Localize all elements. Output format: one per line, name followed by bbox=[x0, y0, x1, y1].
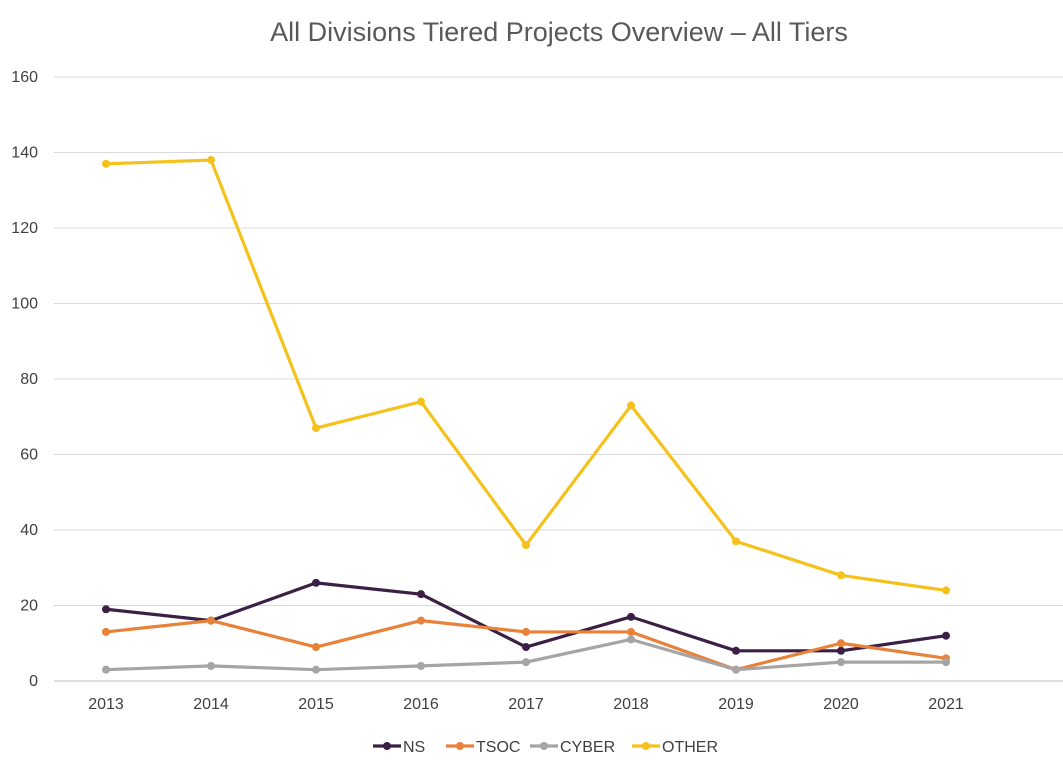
legend-label: OTHER bbox=[662, 739, 718, 756]
x-tick-label: 2015 bbox=[298, 696, 334, 713]
data-point-tsoc bbox=[522, 627, 530, 636]
data-point-tsoc bbox=[837, 639, 845, 648]
y-tick-label: 120 bbox=[11, 220, 38, 237]
series-cyber bbox=[102, 635, 950, 674]
y-tick-label: 0 bbox=[29, 673, 38, 690]
data-point-cyber bbox=[837, 658, 845, 667]
x-tick-label: 2016 bbox=[403, 696, 439, 713]
y-tick-label: 140 bbox=[11, 145, 38, 162]
legend-swatch-marker bbox=[383, 742, 391, 750]
data-point-cyber bbox=[312, 665, 320, 674]
series-line-ns bbox=[104, 581, 948, 653]
data-point-ns bbox=[312, 578, 320, 587]
y-tick-label: 40 bbox=[20, 522, 38, 539]
legend-label: TSOC bbox=[476, 739, 520, 756]
legend-item-other: OTHER bbox=[632, 739, 718, 756]
data-point-cyber bbox=[417, 661, 425, 670]
x-tick-label: 2019 bbox=[718, 696, 754, 713]
data-point-ns bbox=[627, 612, 635, 621]
data-point-other bbox=[837, 571, 845, 580]
legend-label: CYBER bbox=[560, 739, 615, 756]
data-point-tsoc bbox=[627, 627, 635, 636]
y-tick-label: 100 bbox=[11, 296, 38, 313]
data-point-other bbox=[732, 537, 740, 546]
x-tick-label: 2018 bbox=[613, 696, 649, 713]
data-point-ns bbox=[102, 605, 110, 614]
series-ns bbox=[102, 578, 950, 655]
x-tick-label: 2020 bbox=[823, 696, 859, 713]
series-line-other bbox=[104, 158, 948, 593]
data-point-cyber bbox=[102, 665, 110, 674]
data-point-ns bbox=[942, 631, 950, 640]
data-point-other bbox=[942, 586, 950, 595]
data-point-cyber bbox=[627, 635, 635, 644]
data-point-tsoc bbox=[312, 643, 320, 652]
x-axis-ticks: 2013 2014 2015 2016 2017 2018 2019 2020 2021 bbox=[88, 696, 964, 713]
data-point-tsoc bbox=[102, 627, 110, 636]
x-tick-label: 2014 bbox=[193, 696, 229, 713]
data-point-cyber bbox=[942, 658, 950, 667]
legend-label: NS bbox=[403, 739, 425, 756]
data-point-ns bbox=[522, 643, 530, 652]
data-point-tsoc bbox=[207, 616, 215, 625]
series-lines bbox=[102, 156, 950, 674]
data-point-ns bbox=[732, 646, 740, 655]
legend-item-cyber: CYBER bbox=[530, 739, 615, 756]
data-point-ns bbox=[417, 590, 425, 599]
legend-swatch-marker bbox=[456, 742, 464, 750]
data-point-ns bbox=[837, 646, 845, 655]
legend-swatch-marker bbox=[540, 742, 548, 750]
chart-title: All Divisions Tiered Projects Overview –… bbox=[270, 17, 848, 47]
data-point-cyber bbox=[732, 665, 740, 674]
legend: NS TSOC CYBER OTHER bbox=[373, 739, 718, 756]
y-axis-ticks: 0 20 40 60 80 100 120 140 160 bbox=[11, 69, 38, 690]
x-tick-label: 2017 bbox=[508, 696, 544, 713]
data-point-cyber bbox=[207, 661, 215, 670]
data-point-other bbox=[102, 159, 110, 168]
data-point-other bbox=[522, 541, 530, 550]
y-tick-label: 80 bbox=[20, 371, 38, 388]
legend-swatch-marker bbox=[642, 742, 650, 750]
y-tick-label: 160 bbox=[11, 69, 38, 86]
y-tick-label: 20 bbox=[20, 598, 38, 615]
legend-item-ns: NS bbox=[373, 739, 425, 756]
data-point-other bbox=[312, 424, 320, 433]
x-tick-label: 2013 bbox=[88, 696, 124, 713]
data-point-other bbox=[417, 397, 425, 406]
data-point-other bbox=[627, 401, 635, 410]
series-other bbox=[102, 156, 950, 595]
data-point-cyber bbox=[522, 658, 530, 667]
legend-item-tsoc: TSOC bbox=[446, 739, 520, 756]
y-tick-label: 60 bbox=[20, 447, 38, 464]
gridlines bbox=[54, 76, 1063, 682]
data-point-other bbox=[207, 156, 215, 165]
data-point-tsoc bbox=[417, 616, 425, 625]
x-tick-label: 2021 bbox=[928, 696, 964, 713]
